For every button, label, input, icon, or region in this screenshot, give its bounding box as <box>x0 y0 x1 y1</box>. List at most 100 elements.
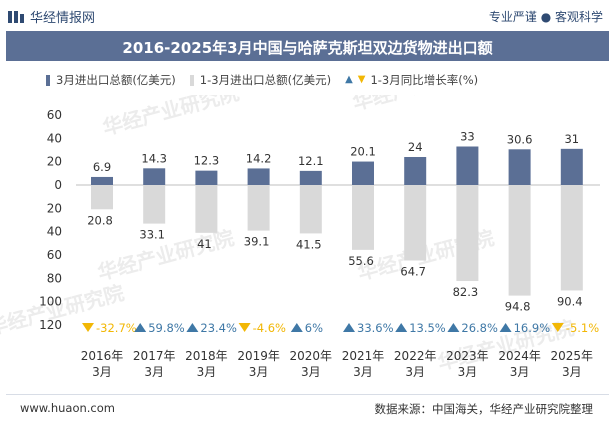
growth-up-triangle-icon <box>395 323 408 332</box>
march-bar <box>195 170 218 185</box>
growth-value-label: -32.7% <box>96 321 137 335</box>
x-tick-label: 2018年 <box>185 349 228 363</box>
march-value-label: 20.1 <box>350 145 376 159</box>
q1-value-label: 82.3 <box>453 285 479 299</box>
march-value-label: 12.3 <box>194 154 220 168</box>
y-tick-label: 60 <box>47 248 62 262</box>
march-bar <box>299 170 322 185</box>
brand-logo-icon <box>8 10 24 23</box>
x-tick-sublabel: 3月 <box>197 365 217 379</box>
x-tick-label: 2017年 <box>133 349 176 363</box>
q1-bar <box>91 185 113 210</box>
legend-item-q1[interactable]: 1-3月进出口总额(亿美元) <box>189 72 332 88</box>
growth-value-label: -4.6% <box>253 321 286 335</box>
march-value-label: 30.6 <box>507 132 533 146</box>
x-tick-label: 2023年 <box>446 349 489 363</box>
x-tick-label: 2024年 <box>498 349 541 363</box>
x-tick-sublabel: 3月 <box>92 365 112 379</box>
q1-value-label: 41 <box>197 237 212 251</box>
growth-value-label: 16.9% <box>514 321 551 335</box>
y-tick-label: 40 <box>47 131 62 145</box>
march-bar <box>404 157 427 185</box>
q1-bar <box>143 185 166 224</box>
growth-value-label: 13.5% <box>409 321 446 335</box>
growth-up-triangle-icon <box>447 323 460 332</box>
march-value-label: 14.2 <box>246 151 272 165</box>
y-tick-label: 80 <box>47 271 62 285</box>
growth-value-label: 33.6% <box>357 321 394 335</box>
q1-value-label: 20.8 <box>87 213 113 227</box>
x-tick-sublabel: 3月 <box>405 365 425 379</box>
q1-bar <box>404 185 427 261</box>
march-value-label: 14.3 <box>141 151 167 165</box>
footer-website[interactable]: www.huaon.com <box>20 401 115 415</box>
march-bar <box>143 168 166 185</box>
x-tick-label: 2022年 <box>394 349 437 363</box>
x-tick-label: 2016年 <box>81 349 124 363</box>
chart-area: 华经产业研究院华经产业研究院华经产业研究院华经产业研究院华经产业研究院华经产业研… <box>0 95 600 379</box>
y-tick-label: 60 <box>47 108 62 122</box>
q1-bar <box>195 185 218 233</box>
growth-value-label: 6% <box>305 321 323 335</box>
y-tick-label: 0 <box>54 178 62 192</box>
q1-bar <box>560 185 583 291</box>
q1-bar <box>247 185 270 231</box>
growth-value-label: 23.4% <box>200 321 237 335</box>
x-tick-sublabel: 3月 <box>510 365 530 379</box>
legend-triangle-up-icon: ▲ <box>345 74 353 85</box>
growth-value-label: -5.1% <box>566 321 599 335</box>
q1-value-label: 94.8 <box>505 300 531 314</box>
x-tick-label: 2019年 <box>237 349 280 363</box>
brand[interactable]: 华经情报网 <box>8 7 95 26</box>
q1-bar <box>456 185 479 282</box>
growth-value-label: 59.8% <box>148 321 185 335</box>
legend-item-march[interactable]: 3月进出口总额(亿美元) <box>46 72 176 88</box>
slogan: 专业严谨 ● 客观科学 <box>488 10 603 24</box>
legend-item-growth[interactable]: ▲ ▼ 1-3月同比增长率(%) <box>345 72 478 88</box>
legend-swatch-q1 <box>189 74 194 86</box>
y-tick-label: 40 <box>47 225 62 239</box>
march-value-label: 24 <box>408 140 423 154</box>
footer-divider <box>6 394 609 395</box>
brand-name: 华经情报网 <box>30 11 96 26</box>
q1-value-label: 90.4 <box>557 294 583 308</box>
x-tick-sublabel: 3月 <box>353 365 373 379</box>
growth-up-triangle-icon <box>499 323 512 332</box>
march-value-label: 33 <box>460 130 475 144</box>
legend-label-q1: 1-3月进出口总额(亿美元) <box>199 73 332 87</box>
growth-up-triangle-icon <box>343 323 355 332</box>
march-bar <box>247 168 270 185</box>
growth-up-triangle-icon <box>186 323 199 332</box>
legend-label-growth: 1-3月同比增长率(%) <box>370 73 479 87</box>
growth-down-triangle-icon <box>551 323 564 332</box>
watermark-text: 华经产业研究院 <box>100 95 241 140</box>
q1-bar <box>299 185 322 234</box>
x-tick-sublabel: 3月 <box>458 365 478 379</box>
watermark-text: 华经产业研究院 <box>95 225 236 284</box>
q1-value-label: 39.1 <box>244 235 270 249</box>
legend-label-march: 3月进出口总额(亿美元) <box>56 73 176 87</box>
growth-up-triangle-icon <box>134 323 147 332</box>
march-bar <box>456 146 479 185</box>
x-tick-label: 2021年 <box>342 349 385 363</box>
title-bar: 2016-2025年3月中国与哈萨克斯坦双边货物进出口额 <box>6 31 609 61</box>
x-tick-label: 2020年 <box>290 349 333 363</box>
q1-value-label: 33.1 <box>139 228 165 242</box>
march-value-label: 6.9 <box>93 160 111 174</box>
march-value-label: 31 <box>564 132 579 146</box>
q1-value-label: 64.7 <box>400 264 426 278</box>
y-tick-label: 20 <box>47 155 62 169</box>
top-bar: 华经情报网 专业严谨 ● 客观科学 <box>0 0 615 30</box>
q1-bar <box>352 185 374 250</box>
growth-value-label: 26.8% <box>461 321 498 335</box>
march-bar <box>91 176 113 185</box>
watermark-text: 华经产业研究院 <box>350 95 491 115</box>
growth-up-triangle-icon <box>290 323 303 332</box>
x-tick-sublabel: 3月 <box>301 365 321 379</box>
q1-value-label: 55.6 <box>348 254 374 268</box>
x-tick-sublabel: 3月 <box>144 365 164 379</box>
footer-source: 数据来源：中国海关，华经产业研究院整理 <box>374 402 594 416</box>
chart-title: 2016-2025年3月中国与哈萨克斯坦双边货物进出口额 <box>122 39 493 57</box>
march-bar <box>508 149 531 185</box>
x-tick-sublabel: 3月 <box>249 365 269 379</box>
